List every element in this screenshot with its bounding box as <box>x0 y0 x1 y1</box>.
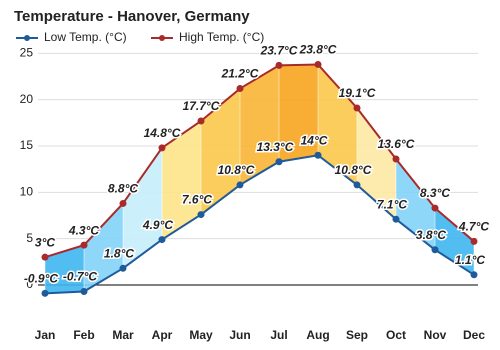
point <box>236 85 244 93</box>
legend-marker <box>24 35 30 41</box>
value-label: 4.3°C <box>68 223 99 237</box>
value-label: 21.2°C <box>221 67 259 81</box>
point <box>314 60 322 68</box>
value-label: 14°C <box>301 133 328 147</box>
x-tick-label: Sep <box>346 328 368 342</box>
point <box>197 117 205 125</box>
value-label: 8.3°C <box>420 186 450 200</box>
value-label: -0.7°C <box>63 270 97 284</box>
y-tick-label: 20 <box>20 92 34 106</box>
legend-label: High Temp. (°C) <box>179 30 264 44</box>
point <box>392 155 400 163</box>
value-label: 10.8°C <box>335 163 372 177</box>
x-tick-label: Nov <box>424 328 447 342</box>
value-label: 23.8°C <box>299 43 337 57</box>
range-band <box>84 203 123 292</box>
value-label: 14.8°C <box>144 126 181 140</box>
legend-marker <box>159 35 165 41</box>
range-band <box>45 245 84 294</box>
range-band <box>240 65 279 185</box>
x-tick-label: Aug <box>306 328 329 342</box>
point <box>353 181 361 189</box>
point <box>158 236 166 244</box>
point <box>470 271 478 279</box>
x-tick-label: Oct <box>386 328 406 342</box>
value-label: 8.8°C <box>108 182 138 196</box>
point <box>392 215 400 223</box>
point <box>275 158 283 166</box>
value-label: 4.9°C <box>142 218 173 232</box>
point <box>119 264 127 272</box>
x-tick-label: Mar <box>112 328 134 342</box>
value-label: 1.1°C <box>455 253 485 267</box>
y-tick-label: 10 <box>20 184 34 198</box>
value-label: 17.7°C <box>183 99 220 113</box>
value-label: 23.7°C <box>260 44 298 58</box>
y-tick-label: 25 <box>20 46 34 60</box>
range-band <box>201 88 240 215</box>
x-tick-label: Jan <box>35 328 56 342</box>
point <box>197 211 205 219</box>
value-label: 7.1°C <box>377 197 407 211</box>
value-label: 3.8°C <box>416 228 446 242</box>
x-tick-label: Feb <box>73 328 94 342</box>
value-label: 1.8°C <box>104 246 134 260</box>
range-band <box>357 108 396 220</box>
point <box>275 61 283 69</box>
series-line <box>44 154 475 295</box>
point <box>353 104 361 112</box>
range-band <box>435 208 474 275</box>
value-label: 19.1°C <box>339 86 376 100</box>
range-band <box>162 120 201 240</box>
point <box>431 204 439 212</box>
value-label: -0.9°C <box>24 271 58 285</box>
y-tick-label: 0 <box>26 277 33 291</box>
x-tick-label: May <box>189 328 213 342</box>
point <box>41 253 49 261</box>
value-label: 4.7°C <box>458 220 489 234</box>
x-tick-label: Apr <box>152 328 173 342</box>
point <box>314 151 322 159</box>
point <box>119 199 127 207</box>
point <box>80 241 88 249</box>
value-label: 7.6°C <box>182 193 212 207</box>
value-label: 10.8°C <box>218 163 255 177</box>
point <box>80 287 88 295</box>
point <box>236 181 244 189</box>
range-band <box>396 158 435 250</box>
chart-title: Temperature - Hanover, Germany <box>14 8 250 25</box>
value-label: 3°C <box>35 235 55 249</box>
range-band <box>123 147 162 269</box>
x-tick-label: Jul <box>270 328 287 342</box>
point <box>470 237 478 245</box>
series-line <box>44 63 475 259</box>
y-tick-label: 15 <box>20 138 34 152</box>
point <box>158 144 166 152</box>
range-band <box>318 64 357 185</box>
legend-label: Low Temp. (°C) <box>44 30 127 44</box>
range-band <box>279 64 318 162</box>
y-tick-label: 5 <box>26 231 33 245</box>
x-tick-label: Dec <box>463 328 485 342</box>
point <box>41 289 49 297</box>
value-label: 13.6°C <box>378 137 415 151</box>
value-label: 13.3°C <box>257 140 294 154</box>
x-tick-label: Jun <box>229 328 250 342</box>
point <box>431 246 439 254</box>
